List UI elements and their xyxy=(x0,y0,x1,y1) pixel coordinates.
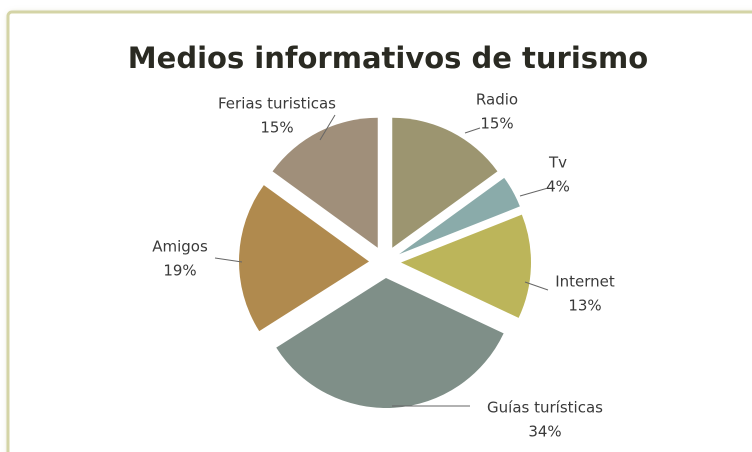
pie-slice xyxy=(392,117,498,248)
leader-line xyxy=(464,127,481,134)
slice-label: Guías turísticas xyxy=(487,399,603,417)
pie-slice xyxy=(272,117,378,248)
leader-line xyxy=(524,281,549,291)
slice-value-label: 15% xyxy=(480,115,513,133)
slice-value-label: 15% xyxy=(260,119,293,137)
slice-label: Internet xyxy=(555,273,615,291)
slice-value-label: 34% xyxy=(528,423,561,441)
leader-line xyxy=(214,257,243,263)
slice-value-label: 4% xyxy=(546,178,570,196)
slice-label: Ferias turisticas xyxy=(218,95,336,113)
slice-label: Amigos xyxy=(152,238,208,256)
pie-slice xyxy=(239,185,370,332)
slice-label: Radio xyxy=(476,91,518,109)
pie-slice xyxy=(399,177,520,255)
chart-frame xyxy=(6,10,752,452)
pie-slice xyxy=(276,277,504,408)
leader-line xyxy=(319,114,336,141)
slice-value-label: 19% xyxy=(163,262,196,280)
chart-title: Medios informativos de turismo xyxy=(128,41,648,75)
pie-slice xyxy=(400,214,531,318)
leader-line xyxy=(519,187,549,197)
slice-value-label: 13% xyxy=(568,297,601,315)
slice-label: Tv xyxy=(548,154,567,172)
